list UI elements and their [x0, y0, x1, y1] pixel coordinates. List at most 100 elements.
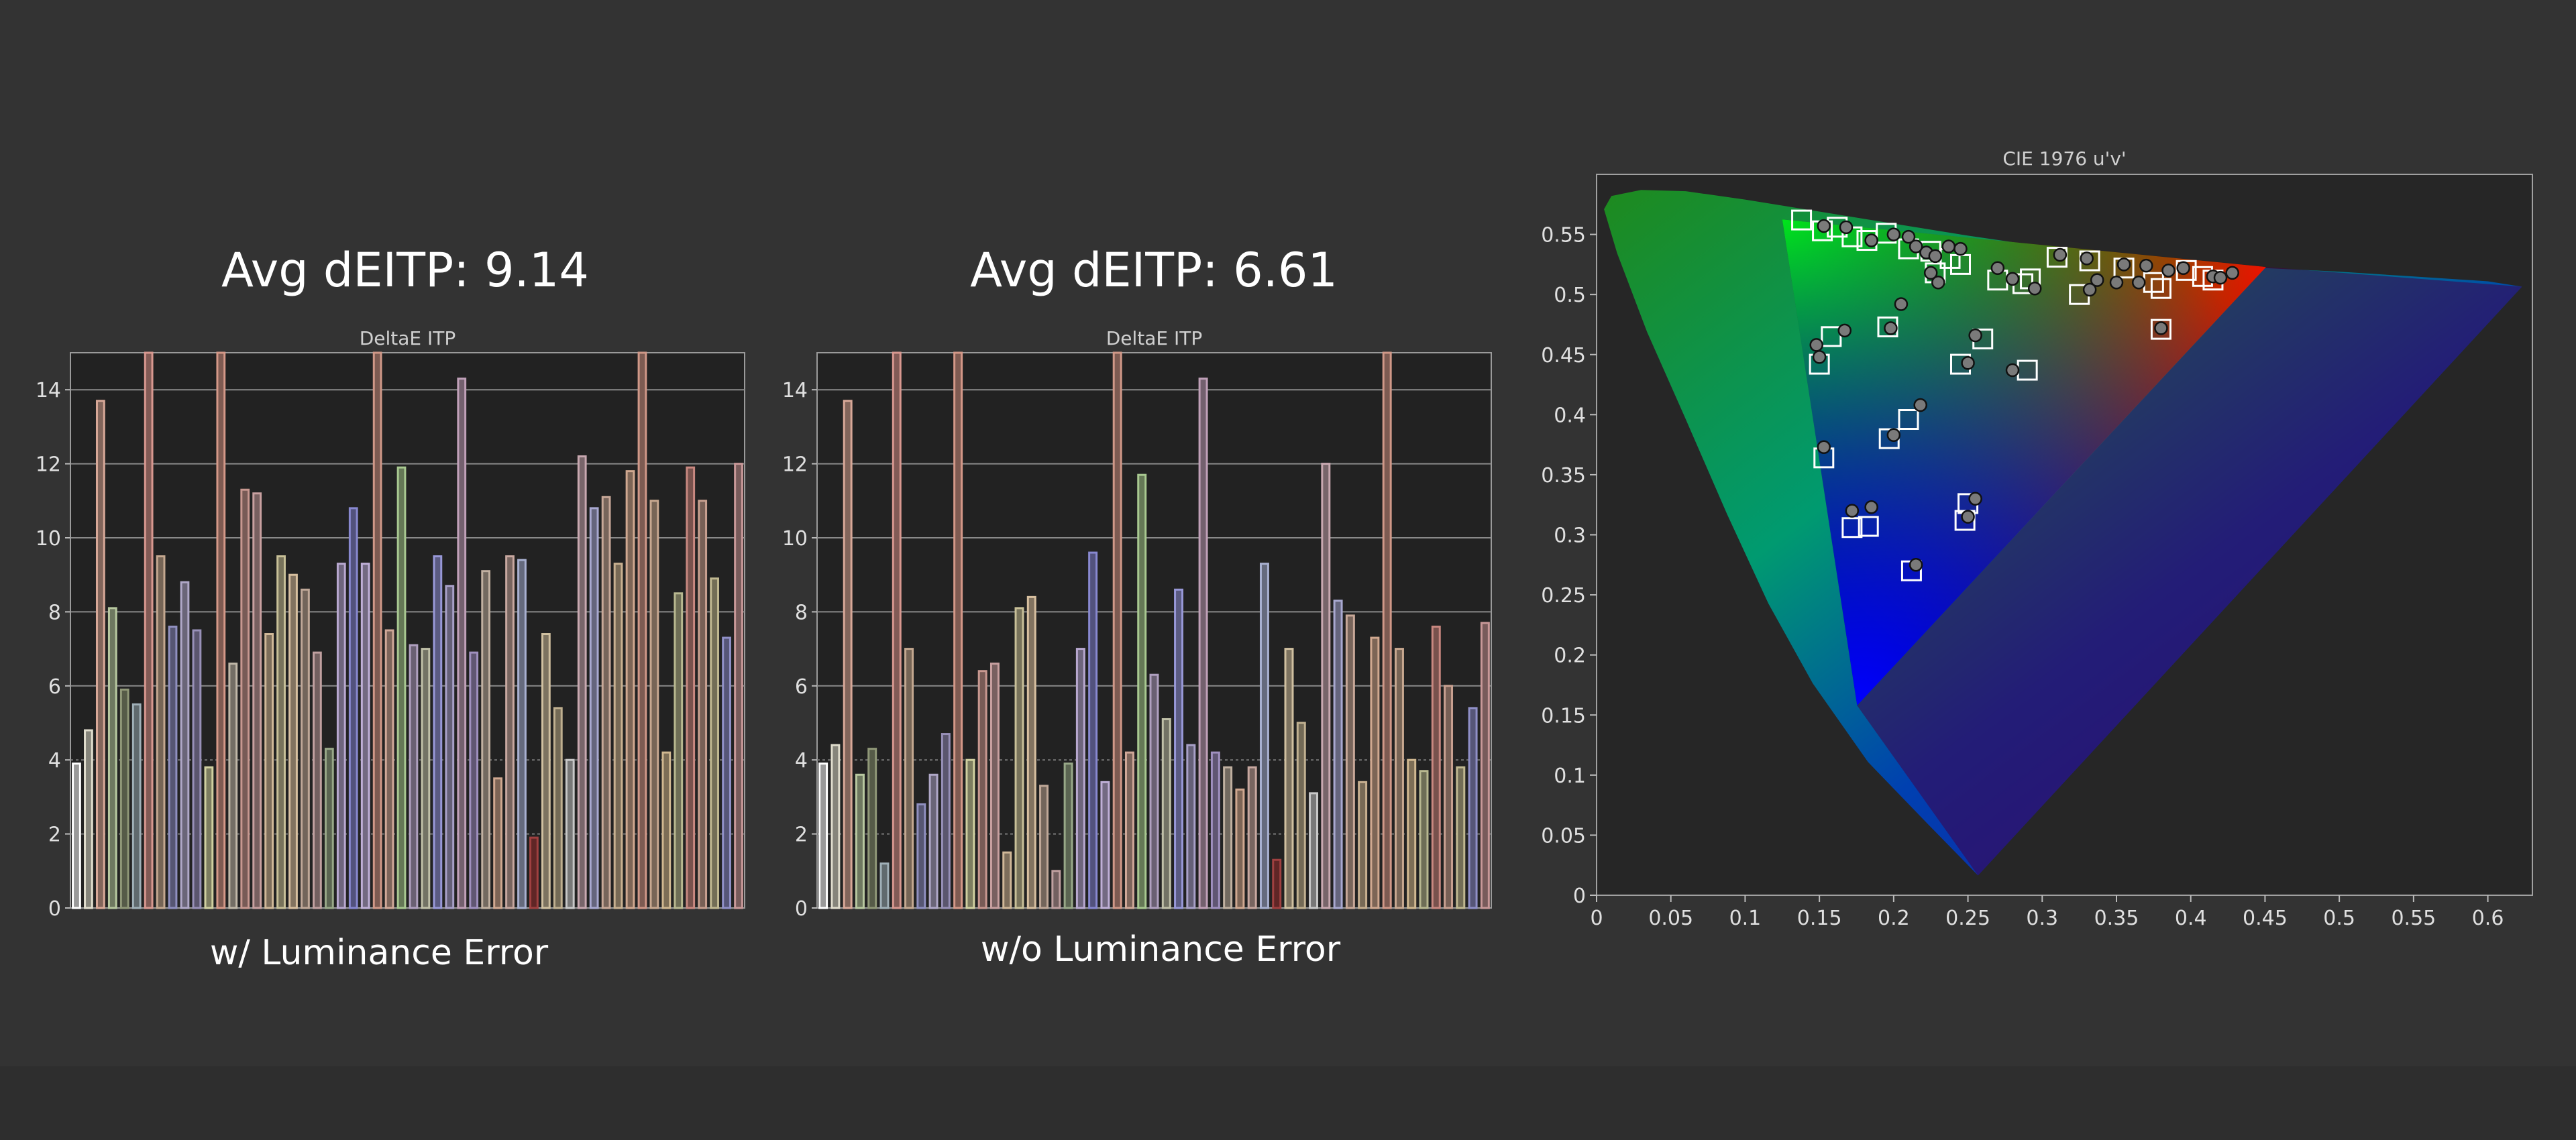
bar-chart-1-bar — [661, 751, 672, 909]
bar-chart-2-bar — [1321, 463, 1331, 909]
measured-circle-marker — [1839, 220, 1854, 235]
target-square-marker — [2150, 319, 2171, 340]
measured-circle-marker — [1941, 239, 1956, 253]
cie-y-tick-label: 0.55 — [1541, 224, 1586, 247]
bar-chart-1-tick-label: 0 — [48, 897, 61, 921]
bar-chart-2-bar — [1186, 744, 1196, 909]
measured-circle-marker — [2053, 247, 2068, 262]
bar-chart-2-bar — [1137, 473, 1147, 909]
target-square-marker — [2150, 278, 2171, 299]
bar-chart-1-bar — [144, 351, 154, 909]
bar-chart-2-bar — [1382, 351, 1392, 909]
bar-chart-1-bar — [72, 762, 81, 909]
bar-chart-1-bar — [313, 651, 322, 909]
measured-circle-marker — [2139, 258, 2153, 273]
cie-x-tick-label: 0.2 — [1878, 907, 1910, 930]
bar-chart-1-bar — [192, 629, 202, 909]
measured-circle-marker — [2027, 281, 2042, 296]
bar-chart-2-bar — [1149, 673, 1159, 909]
cie-x-tick-label: 0.55 — [2391, 907, 2436, 930]
measured-circle-marker — [1953, 241, 1968, 256]
bar-chart-2-tick-label: 12 — [782, 453, 808, 477]
target-square-marker — [1821, 326, 1842, 347]
bar-chart-2-bar — [830, 744, 841, 909]
bar-chart-2-bar — [1259, 563, 1269, 909]
bar-chart-1-bar — [710, 577, 720, 909]
bar-chart-2-bar — [879, 862, 890, 909]
bar-chart-1-tick-label: 10 — [36, 527, 61, 551]
bar-chart-2-bar — [1444, 685, 1454, 909]
bar-chart-1-bar — [625, 470, 635, 909]
bar-chart-1-bar — [541, 633, 551, 909]
bar-chart-1-bar — [119, 688, 129, 909]
bar-chart-1-bar — [372, 351, 382, 909]
target-square-marker — [1791, 209, 1813, 231]
bar-chart-2-bar — [1039, 785, 1049, 909]
measured-circle-marker — [1968, 328, 1982, 343]
measured-circle-marker — [2131, 276, 2146, 290]
bar-chart-2-bar — [1272, 858, 1282, 909]
bar-chart-1-bar — [228, 663, 238, 909]
bar-chart-2-bar — [989, 663, 1000, 909]
measured-circle-marker — [1845, 504, 1860, 518]
bar-chart-2-bar — [1002, 851, 1012, 909]
measured-circle-marker — [1901, 229, 1916, 244]
measured-circle-marker — [1923, 266, 1938, 280]
measured-circle-marker — [1864, 500, 1878, 514]
cie-y-tick-label: 0 — [1573, 885, 1586, 908]
bar-chart-2-bar — [1124, 751, 1134, 909]
bar-chart-1-tick-label: 4 — [48, 749, 61, 773]
bar-chart-2-bar — [941, 733, 951, 909]
target-square-marker — [1858, 516, 1879, 537]
bar-chart-1-bar — [589, 507, 599, 909]
bar-chart-2-bar — [1456, 766, 1466, 909]
bar-chart-2-bar — [1210, 751, 1220, 909]
bar-chart-2-bar — [1198, 378, 1208, 909]
measured-circle-marker — [2161, 264, 2176, 278]
bar-chart-1-bar — [396, 466, 407, 909]
measured-circle-marker — [1928, 249, 1943, 264]
bar-chart-2-bar — [1407, 758, 1417, 909]
panel-2-caption: w/o Luminance Error — [980, 929, 1341, 970]
measured-circle-marker — [1864, 233, 1878, 247]
cie-x-tick-label: 0.4 — [2175, 907, 2207, 930]
bar-chart-1-bar — [180, 581, 190, 909]
cie-y-tick-label: 0.2 — [1554, 644, 1586, 668]
bar-chart-1-bar — [421, 648, 431, 909]
measured-circle-marker — [2213, 270, 2228, 285]
measured-circle-marker — [1909, 239, 1923, 253]
cie-y-tick-label: 0.4 — [1554, 404, 1586, 427]
bar-chart-2-tick-label: 4 — [795, 749, 808, 773]
bar-chart-1-bar — [698, 500, 708, 909]
bar-chart-1-bar — [493, 777, 502, 909]
bar-chart-2-bar — [1100, 781, 1110, 909]
bar-chart-2-bar — [1051, 870, 1061, 909]
bar-chart-2-bar — [1370, 636, 1380, 909]
cie-x-tick-label: 0.3 — [2026, 907, 2058, 930]
bar-chart-1-bar — [674, 592, 684, 909]
panel-1-heading: Avg dEITP: 9.14 — [221, 243, 589, 298]
cie-chart-title: CIE 1976 u'v' — [2002, 148, 2126, 170]
purple-line-shading — [1857, 267, 2522, 876]
bar-chart-1-bar — [168, 625, 178, 909]
measured-circle-marker — [1884, 321, 1898, 335]
cie-x-tick-label: 0.6 — [2472, 907, 2504, 930]
measured-circle-marker — [2176, 261, 2190, 275]
measured-circle-marker — [1990, 261, 2005, 275]
bar-chart-1-title: DeltaE ITP — [360, 327, 456, 349]
bar-chart-2-bar — [953, 351, 963, 909]
bar-chart-1-bar — [240, 488, 250, 909]
bar-chart-2-bar — [867, 748, 877, 909]
bar-chart-1-bar — [384, 629, 394, 909]
bar-chart-2-bar — [1026, 595, 1036, 909]
measured-circle-marker — [1968, 492, 1982, 506]
bar-chart-1-bar — [95, 400, 105, 909]
bar-chart-1-bar — [481, 570, 491, 909]
bar-chart-2-tick-label: 0 — [795, 897, 808, 921]
bar-chart-2-bar — [1419, 770, 1429, 909]
bar-chart-1-bar — [433, 555, 443, 909]
gamut-blue-gradient — [1782, 219, 2266, 706]
bar-chart-2-tick-label: 14 — [782, 379, 808, 402]
bar-chart-2-bar — [1075, 648, 1085, 909]
bar-chart-1-bar — [601, 496, 611, 909]
